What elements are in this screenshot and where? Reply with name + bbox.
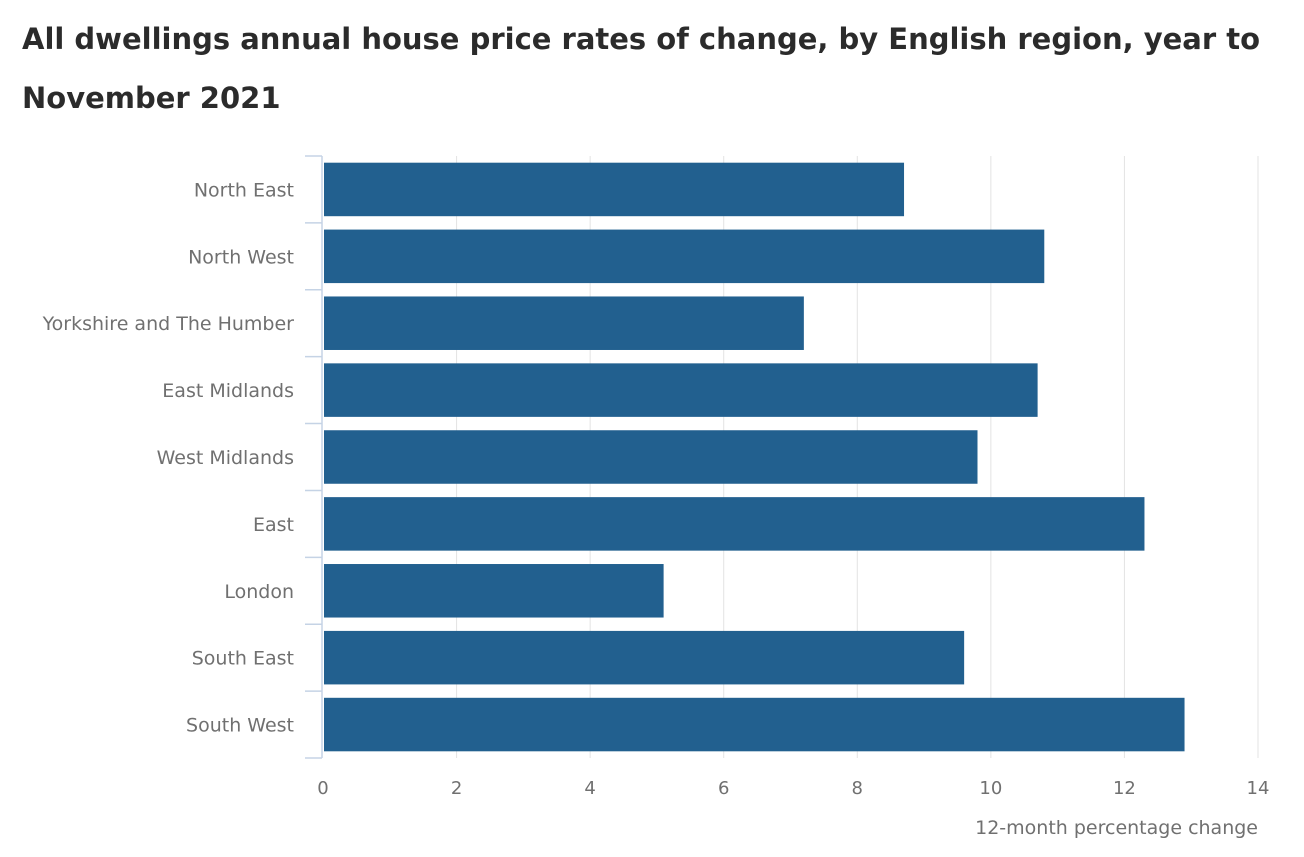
bar [324,630,965,685]
category-labels: North East North West Yorkshire and The Hu… [42,179,295,736]
category-label: Yorkshire and The Humber [42,313,295,335]
bar [324,363,1038,417]
x-tick-label: 8 [852,778,863,799]
bar [324,229,1045,284]
chart-title: All dwellings annual house price rates o… [22,22,1261,115]
x-tick-label: 12 [1113,778,1136,799]
category-label: East Midlands [162,380,294,402]
bars [324,162,1185,752]
category-label: South East [192,648,294,670]
value-axis-ticks: 0 2 4 6 8 10 12 14 [317,778,1269,799]
category-label: West Midlands [157,447,294,469]
x-tick-label: 2 [451,778,462,799]
category-label: North West [188,246,294,268]
category-label: East [253,514,294,536]
bar [324,162,905,217]
bar [324,296,804,350]
x-tick-label: 6 [718,778,729,799]
x-tick-label: 0 [317,778,328,799]
x-tick-label: 10 [979,778,1002,799]
category-label: South West [186,715,294,737]
bar [324,697,1185,752]
category-label: London [224,581,294,603]
category-label: North East [194,179,294,201]
category-axis [305,155,323,759]
x-tick-label: 4 [584,778,595,799]
x-axis-title: 12-month percentage change [975,817,1258,839]
bar [324,430,978,484]
x-tick-label: 14 [1247,778,1270,799]
bar [324,497,1145,551]
bar [324,564,664,618]
